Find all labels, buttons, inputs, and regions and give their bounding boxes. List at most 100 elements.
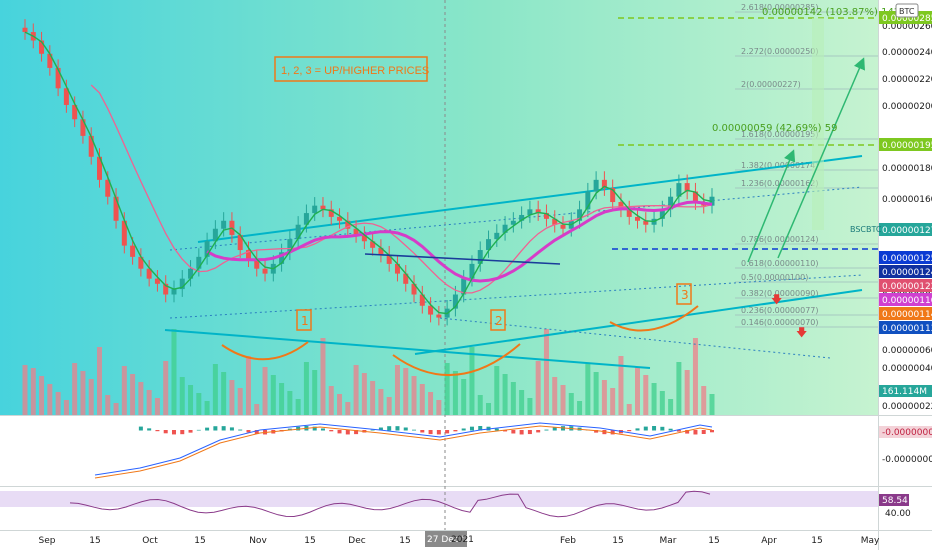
volume-bar: [96, 347, 102, 415]
macd-histogram-bar: [196, 429, 201, 431]
macd-histogram-bar: [635, 428, 640, 431]
candle-body: [469, 263, 475, 279]
candle-body: [287, 239, 293, 253]
candle-body: [303, 213, 309, 225]
volume-bar: [196, 393, 202, 415]
macd-histogram-bar: [387, 426, 392, 431]
macd-histogram-bar: [320, 428, 325, 431]
rsi-badge-bg: [879, 494, 909, 506]
symbol-badge-bg[interactable]: [895, 3, 919, 18]
volume-bar: [527, 398, 533, 415]
volume-bar: [411, 376, 417, 415]
candle-body: [543, 213, 549, 219]
candle-body: [494, 232, 500, 240]
projection-arrow-2: [777, 57, 865, 259]
time-tick-label: Mar: [660, 536, 677, 546]
candle-body: [188, 268, 194, 279]
candle-body: [510, 220, 516, 225]
macd-histogram-bar: [337, 430, 342, 434]
candle-body: [237, 234, 243, 251]
volume-bar: [601, 380, 607, 415]
price-tick-label: 0.00000040: [882, 364, 932, 374]
volume-bar: [105, 395, 111, 415]
volume-bar: [130, 374, 136, 415]
volume-bar: [461, 379, 467, 415]
macd-pane-background: [0, 416, 878, 486]
volume-bar: [659, 391, 665, 415]
volume-bar: [337, 394, 343, 415]
candle-body: [436, 314, 442, 318]
volume-bar: [138, 382, 144, 415]
price-badge-bg: [879, 293, 932, 306]
time-axis: Sep 15 Oct 15 Nov 15 Dec 15 Feb 15 Mar 15 Apr 15 May: [39, 536, 880, 546]
candle-body: [254, 259, 260, 269]
symbol-badge[interactable]: BTC: [899, 7, 915, 16]
macd-histogram-bar: [205, 427, 210, 431]
candle-body: [552, 218, 558, 225]
macd-badge-bg: [879, 426, 932, 438]
candle-body: [676, 183, 682, 197]
candle-body: [419, 294, 425, 306]
candle-body: [320, 205, 326, 210]
candle-body: [72, 104, 78, 120]
annotation-text: 1, 2, 3 = UP/HIGHER PRICES: [281, 65, 429, 77]
candle-body: [643, 220, 649, 225]
macd-histogram-bar: [138, 426, 143, 431]
ma-blue-line: [364, 253, 561, 265]
cup-patterns: [221, 305, 699, 377]
price-badge-bg: [879, 138, 932, 151]
candle-body: [212, 228, 218, 242]
pattern-number-2: 2: [490, 309, 506, 331]
volume-bar: [361, 373, 367, 415]
candle-body: [262, 268, 268, 274]
macd-histogram-bar: [420, 430, 425, 433]
macd-histogram-bar: [660, 426, 665, 431]
volume-bar: [486, 403, 492, 415]
volume-bar: [188, 385, 194, 415]
macd-badge: -0.00000000: [882, 428, 932, 438]
macd-histogram-bar: [180, 430, 185, 435]
macd-histogram-bar: [312, 426, 317, 431]
volume-bar: [560, 385, 566, 415]
macd-histogram-bar: [453, 430, 458, 432]
candle-body: [428, 305, 434, 315]
price-badge: 0.00000195: [882, 141, 932, 151]
fib-level-label: 2(0.00000227): [741, 80, 801, 89]
time-tick-label: 15: [612, 536, 623, 546]
candle-body: [39, 40, 45, 54]
candle-body: [403, 273, 409, 284]
volume-bar: [692, 338, 698, 415]
candle-body: [692, 191, 698, 203]
time-tick-label: Nov: [249, 536, 267, 546]
volume-bar: [585, 364, 591, 415]
macd-histogram-bar: [469, 426, 474, 431]
candle-body: [601, 179, 607, 189]
fib-level-label: 2.618(0.00000285): [741, 3, 819, 12]
price-tick-label: 0.00000220: [882, 75, 932, 85]
volume-bar: [295, 399, 301, 415]
volume-bar: [163, 361, 169, 415]
candle-body: [171, 289, 177, 295]
volume-bar: [353, 365, 359, 415]
crosshair-date: 27 Dec '20: [427, 535, 476, 545]
volume-bar: [146, 390, 152, 415]
candle-body: [502, 224, 508, 233]
macd-histogram-bar: [710, 430, 714, 433]
channel-lines: [164, 155, 863, 369]
annotation-box: [274, 56, 428, 82]
volume-bar: [88, 379, 94, 415]
volume-bar: [494, 366, 500, 415]
candle-body: [486, 239, 492, 251]
time-tick-label: 15: [304, 536, 315, 546]
candle-body: [245, 250, 251, 260]
macd-tick: -0.00000000: [882, 455, 932, 465]
rsi-band: [0, 491, 878, 507]
time-tick-label: 15: [89, 536, 100, 546]
time-tick-label: May: [861, 536, 880, 546]
candle-body: [105, 179, 111, 197]
rsi-badge: 58.54: [882, 496, 908, 506]
candle-body: [88, 135, 94, 157]
macd-histogram-bar: [221, 426, 226, 431]
volume-bar: [684, 370, 690, 415]
